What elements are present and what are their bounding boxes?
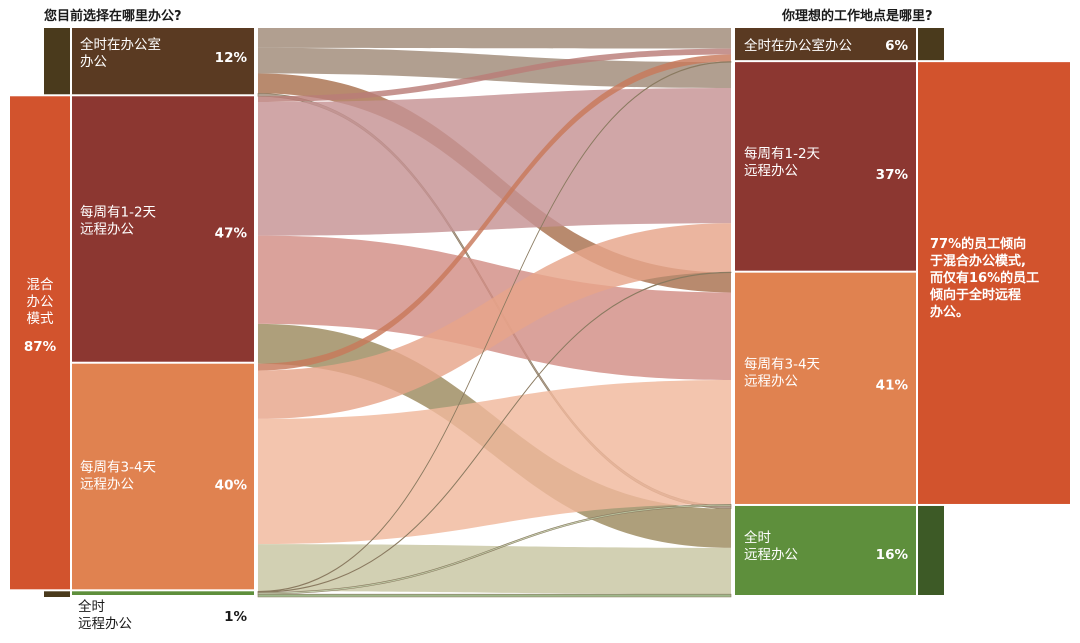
left-group-label-line: 模式: [27, 311, 54, 327]
flow-remote-to-h12: [257, 271, 732, 593]
left-node-label-h34-line: 每周有3-4天: [80, 460, 157, 476]
right-node-bar-h34: [735, 272, 916, 504]
right-node-label-office-line: 全时在办公室办公: [744, 37, 852, 54]
right-node-label-remote-line: 全时: [744, 529, 771, 546]
right-summary-note-line: 77%的员工倾向: [930, 236, 1026, 252]
left-group-label-line: 办公: [27, 294, 54, 310]
flow-h12-to-h12: [258, 88, 731, 236]
flow-office-to-h12: [258, 47, 731, 89]
left-node-bar-remote: [72, 591, 254, 595]
left-node-pct-office: 12%: [215, 50, 248, 66]
left-node-label-h34-line: 远程办公: [80, 477, 134, 493]
flow-h34-to-remote: [258, 544, 731, 595]
left-node-label-h34: 每周有3-4天远程办公: [80, 460, 157, 493]
flow-h34-to-h34: [258, 379, 731, 545]
left-node-pct-h12: 47%: [215, 225, 248, 241]
flows-layer: [257, 28, 732, 598]
right-question-title: 你理想的工作地点是哪里?: [781, 8, 933, 24]
left-node-bar-office: [72, 28, 254, 95]
left-node-label-office-line: 全时在办公室: [80, 36, 161, 53]
right-node-pct-h12: 37%: [876, 167, 909, 183]
right-summary-note-line: 于混合办公模式,: [930, 253, 1026, 269]
left-node-label-h12-line: 每周有1-2天: [80, 204, 157, 220]
right-node-label-h12: 每周有1-2天远程办公: [744, 146, 821, 179]
flow-h12-to-office: [258, 48, 731, 102]
right-node-bar-remote: [735, 505, 916, 595]
right-summary-note-line: 办公。: [930, 304, 969, 320]
left-node-label-h12: 每周有1-2天远程办公: [80, 204, 157, 237]
left-node-bar-h12: [72, 96, 254, 362]
right-node-label-h12-line: 远程办公: [744, 163, 798, 179]
right-node-pct-h34: 41%: [876, 378, 909, 394]
left-group-label-line: 混合: [27, 277, 54, 293]
right-summary-note-line: 而仅有16%的员工: [930, 270, 1039, 286]
left-group-label: 混合办公模式: [27, 277, 54, 327]
right-node-label-h12-line: 每周有1-2天: [744, 146, 821, 162]
left-node-label-office: 全时在办公室办公: [80, 36, 161, 70]
right-summary-note: 77%的员工倾向于混合办公模式,而仅有16%的员工倾向于全时远程办公。: [929, 236, 1039, 320]
left-node-label-remote-line: 远程办公: [78, 616, 132, 632]
left-node-label-remote-line: 全时: [78, 598, 105, 615]
labels-layer: 全时在办公室办公 12%每周有1-2天远程办公 47%每周有3-4天远程办公 40%全…: [24, 36, 1039, 632]
flow-remote-to-remote: [257, 593, 732, 598]
flow-h34-to-h12: [258, 223, 731, 419]
right-summary-bar: [918, 62, 1070, 504]
left-node-label-h12-line: 远程办公: [80, 221, 134, 237]
left-hybrid-group-bar: [10, 96, 70, 590]
right-bracket-top: [918, 28, 944, 61]
flow-remote-to-h34: [257, 503, 732, 595]
left-node-pct-remote: 1%: [224, 609, 247, 625]
right-node-pct-remote: 16%: [876, 547, 909, 563]
left-bracket-top: [44, 28, 70, 95]
left-node-label-remote: 全时远程办公: [78, 598, 132, 632]
left-group-pct: 87%: [24, 339, 57, 355]
nodes-layer: [10, 28, 1070, 597]
right-node-label-h34-line: 远程办公: [744, 374, 798, 390]
right-node-pct-office: 6%: [885, 38, 908, 54]
flow-remote-to-office: [257, 61, 732, 593]
left-bracket-bottom: [44, 591, 70, 597]
right-summary-note-line: 倾向于全时远程: [929, 287, 1021, 303]
left-node-label-office-line: 办公: [80, 54, 107, 70]
left-question-title: 您目前选择在哪里办公?: [44, 8, 182, 24]
right-node-label-remote: 全时远程办公: [744, 529, 798, 563]
right-node-label-office: 全时在办公室办公: [744, 37, 852, 54]
flow-h34-to-office: [258, 54, 731, 371]
flow-office-to-office: [258, 28, 731, 49]
right-node-label-remote-line: 远程办公: [744, 547, 798, 563]
right-node-bar-office: [735, 28, 916, 61]
right-node-label-h34: 每周有3-4天远程办公: [744, 357, 821, 390]
right-bracket-bottom: [918, 505, 944, 595]
left-node-bar-h34: [72, 363, 254, 590]
right-node-bar-h12: [735, 62, 916, 271]
right-node-label-h34-line: 每周有3-4天: [744, 357, 821, 373]
left-node-pct-h34: 40%: [215, 478, 248, 494]
